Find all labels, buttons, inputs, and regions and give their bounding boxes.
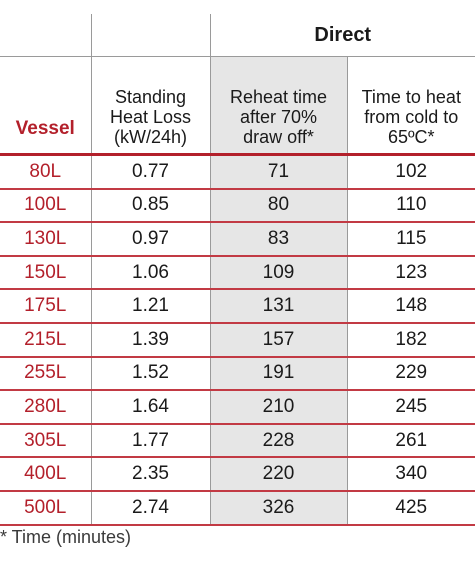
vessel-spec-table: Direct Vessel Standing Heat Loss (kW/24h… xyxy=(0,14,475,526)
heat-loss-header-line: Standing xyxy=(114,87,187,107)
column-header-vessel: Vessel xyxy=(0,56,92,156)
table-row: 280L 1.64 210 245 xyxy=(0,390,475,425)
group-header-blank-vessel xyxy=(0,14,92,57)
vessel-cell: 150L xyxy=(0,255,92,291)
table-row: 500L 2.74 326 425 xyxy=(0,490,475,526)
time-to-heat-header-line: from cold to xyxy=(364,107,459,127)
heat-loss-cell: 0.85 xyxy=(91,188,211,224)
vessel-cell: 400L xyxy=(0,457,92,492)
time-to-heat-cell: 110 xyxy=(347,188,475,224)
vessel-cell: 130L xyxy=(0,222,92,257)
table-body: 80L 0.77 71 102 100L 0.85 80 110 130L 0.… xyxy=(0,154,475,526)
reheat-cell: 109 xyxy=(210,255,348,291)
reheat-cell: 191 xyxy=(210,356,348,392)
reheat-cell: 71 xyxy=(210,154,348,190)
heat-loss-cell: 2.35 xyxy=(91,457,211,492)
group-header-blank-heat xyxy=(91,14,211,57)
time-to-heat-cell: 425 xyxy=(347,490,475,526)
table-row: 150L 1.06 109 123 xyxy=(0,255,475,291)
heat-loss-cell: 1.39 xyxy=(91,322,211,358)
vessel-cell: 215L xyxy=(0,322,92,358)
footnote: * Time (minutes) xyxy=(0,527,132,547)
vessel-cell: 500L xyxy=(0,490,92,526)
reheat-header-line: Reheat time xyxy=(229,87,328,107)
reheat-cell: 157 xyxy=(210,322,348,358)
column-header-row: Vessel Standing Heat Loss (kW/24h) Rehea… xyxy=(0,56,475,156)
table-row: 400L 2.35 220 340 xyxy=(0,457,475,492)
time-to-heat-header-line: 65ºC* xyxy=(387,127,435,147)
table-row: 130L 0.97 83 115 xyxy=(0,222,475,257)
reheat-cell: 220 xyxy=(210,457,348,492)
vessel-cell: 305L xyxy=(0,423,92,459)
reheat-cell: 210 xyxy=(210,390,348,425)
reheat-header-line: draw off* xyxy=(243,127,314,147)
heat-loss-cell: 1.21 xyxy=(91,289,211,324)
time-to-heat-cell: 261 xyxy=(347,423,475,459)
time-to-heat-header-line: Time to heat xyxy=(361,87,461,107)
time-to-heat-cell: 340 xyxy=(347,457,475,492)
time-to-heat-cell: 245 xyxy=(347,390,475,425)
heat-loss-cell: 2.74 xyxy=(91,490,211,526)
table-row: 175L 1.21 131 148 xyxy=(0,289,475,324)
column-header-time-to-heat: Time to heat from cold to 65ºC* xyxy=(347,56,475,156)
table-row: 80L 0.77 71 102 xyxy=(0,154,475,190)
time-to-heat-cell: 123 xyxy=(347,255,475,291)
heat-loss-cell: 1.77 xyxy=(91,423,211,459)
reheat-cell: 228 xyxy=(210,423,348,459)
time-to-heat-cell: 115 xyxy=(347,222,475,257)
time-to-heat-cell: 148 xyxy=(347,289,475,324)
reheat-cell: 83 xyxy=(210,222,348,257)
vessel-cell: 255L xyxy=(0,356,92,392)
heat-loss-cell: 1.52 xyxy=(91,356,211,392)
table-row: 305L 1.77 228 261 xyxy=(0,423,475,459)
heat-loss-cell: 1.06 xyxy=(91,255,211,291)
column-header-heat-loss: Standing Heat Loss (kW/24h) xyxy=(91,56,211,156)
table-row: 215L 1.39 157 182 xyxy=(0,322,475,358)
vessel-cell: 80L xyxy=(0,154,92,190)
reheat-cell: 80 xyxy=(210,188,348,224)
time-to-heat-cell: 229 xyxy=(347,356,475,392)
vessel-cell: 100L xyxy=(0,188,92,224)
reheat-cell: 326 xyxy=(210,490,348,526)
reheat-cell: 131 xyxy=(210,289,348,324)
time-to-heat-cell: 182 xyxy=(347,322,475,358)
heat-loss-header-line: Heat Loss xyxy=(109,107,192,127)
table-row: 255L 1.52 191 229 xyxy=(0,356,475,392)
column-header-reheat-time: Reheat time after 70% draw off* xyxy=(210,56,348,156)
heat-loss-cell: 1.64 xyxy=(91,390,211,425)
vessel-cell: 280L xyxy=(0,390,92,425)
time-to-heat-cell: 102 xyxy=(347,154,475,190)
heat-loss-header-line: (kW/24h) xyxy=(113,127,187,147)
vessel-cell: 175L xyxy=(0,289,92,324)
heat-loss-cell: 0.77 xyxy=(91,154,211,190)
group-header-direct: Direct xyxy=(314,23,372,46)
table-row: 100L 0.85 80 110 xyxy=(0,188,475,224)
group-header-row: Direct xyxy=(0,14,475,57)
heat-loss-cell: 0.97 xyxy=(91,222,211,257)
reheat-header-line: after 70% xyxy=(239,107,318,127)
